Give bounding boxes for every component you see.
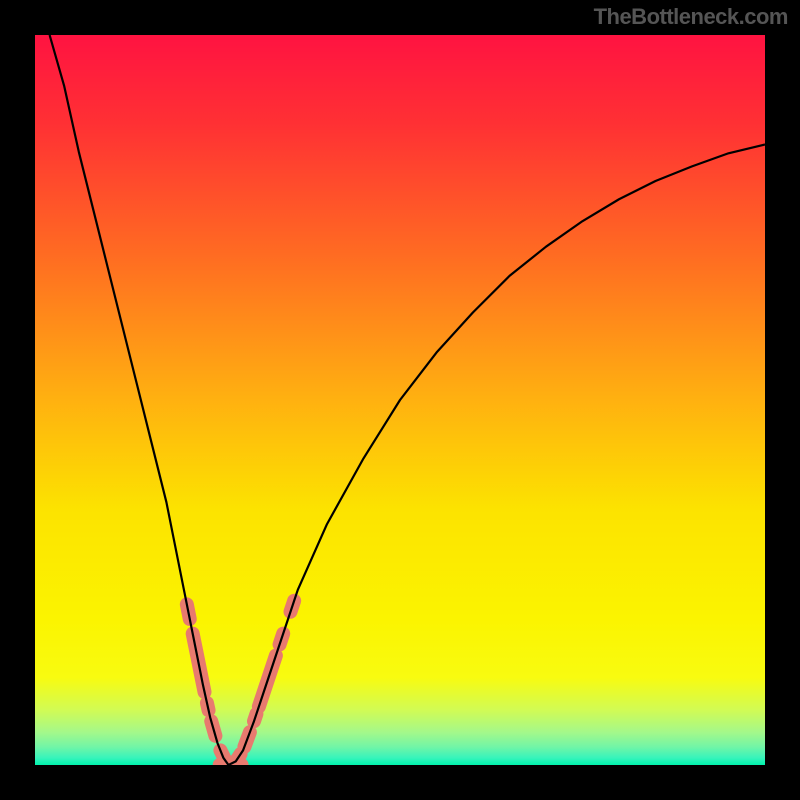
plot-area [35,35,765,765]
chart-container: TheBottleneck.com [0,0,800,800]
watermark-text: TheBottleneck.com [594,4,788,30]
chart-svg [35,35,765,765]
